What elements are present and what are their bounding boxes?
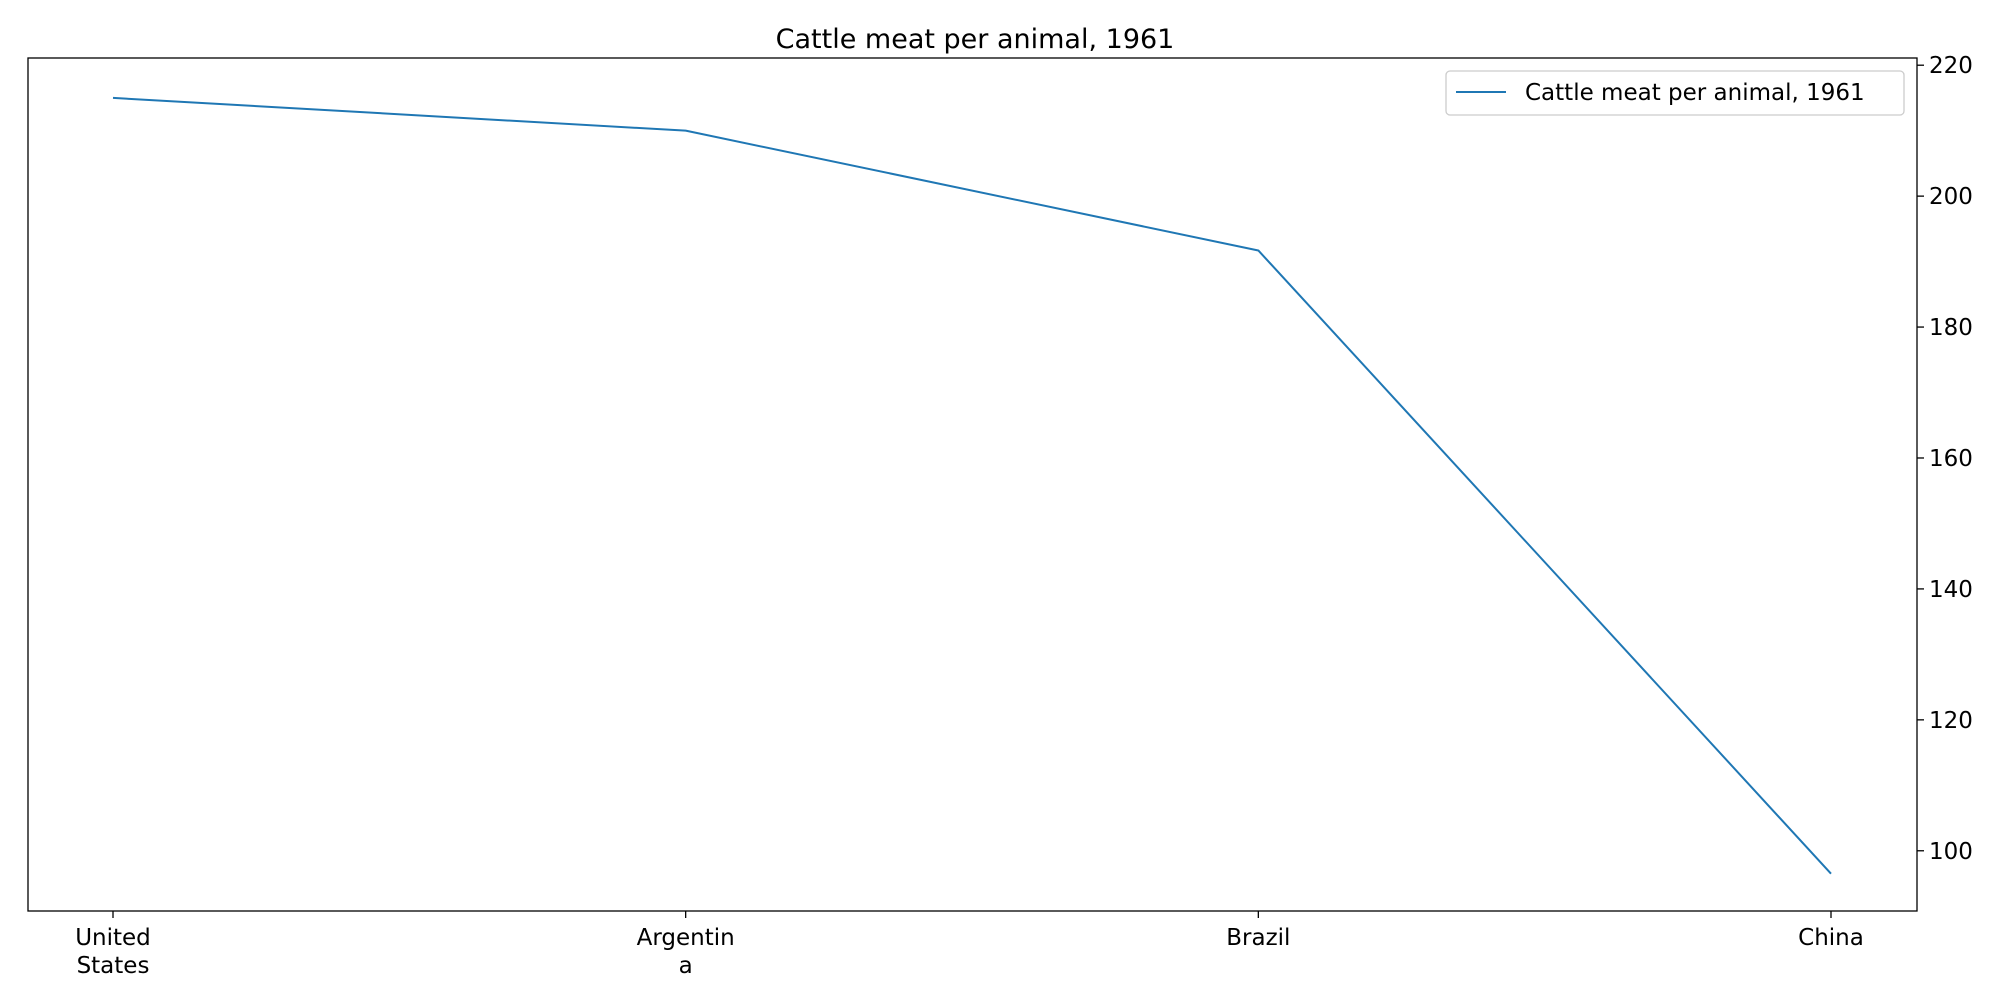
series-layer — [112, 96, 1832, 875]
legend-box — [1445, 70, 1905, 116]
y-tick-label: 100 — [1929, 839, 1973, 865]
plot-area — [27, 57, 1918, 912]
chart-title: Cattle meat per animal, 1961 — [776, 24, 1175, 55]
x-tick-label: Argentin a — [637, 925, 735, 979]
x-axis: United States Argentin a Brazil China — [75, 911, 1864, 979]
y-axis: 100 120 140 160 180 200 220 — [1917, 53, 1973, 865]
y-tick-label: 180 — [1929, 315, 1973, 341]
x-tick-label: Brazil — [1226, 925, 1290, 951]
y-tick-label: 220 — [1929, 53, 1973, 79]
y-tick-label: 160 — [1929, 446, 1973, 472]
series-line — [112, 96, 1832, 875]
y-tick-label: 140 — [1929, 577, 1973, 603]
legend-label: Cattle meat per animal, 1961 — [1525, 80, 1865, 106]
y-tick-label: 120 — [1929, 708, 1973, 734]
x-tick-label: United States — [75, 925, 151, 979]
legend: Cattle meat per animal, 1961 — [1445, 70, 1905, 116]
y-tick-label: 200 — [1929, 184, 1973, 210]
x-tick-label: China — [1798, 925, 1864, 951]
